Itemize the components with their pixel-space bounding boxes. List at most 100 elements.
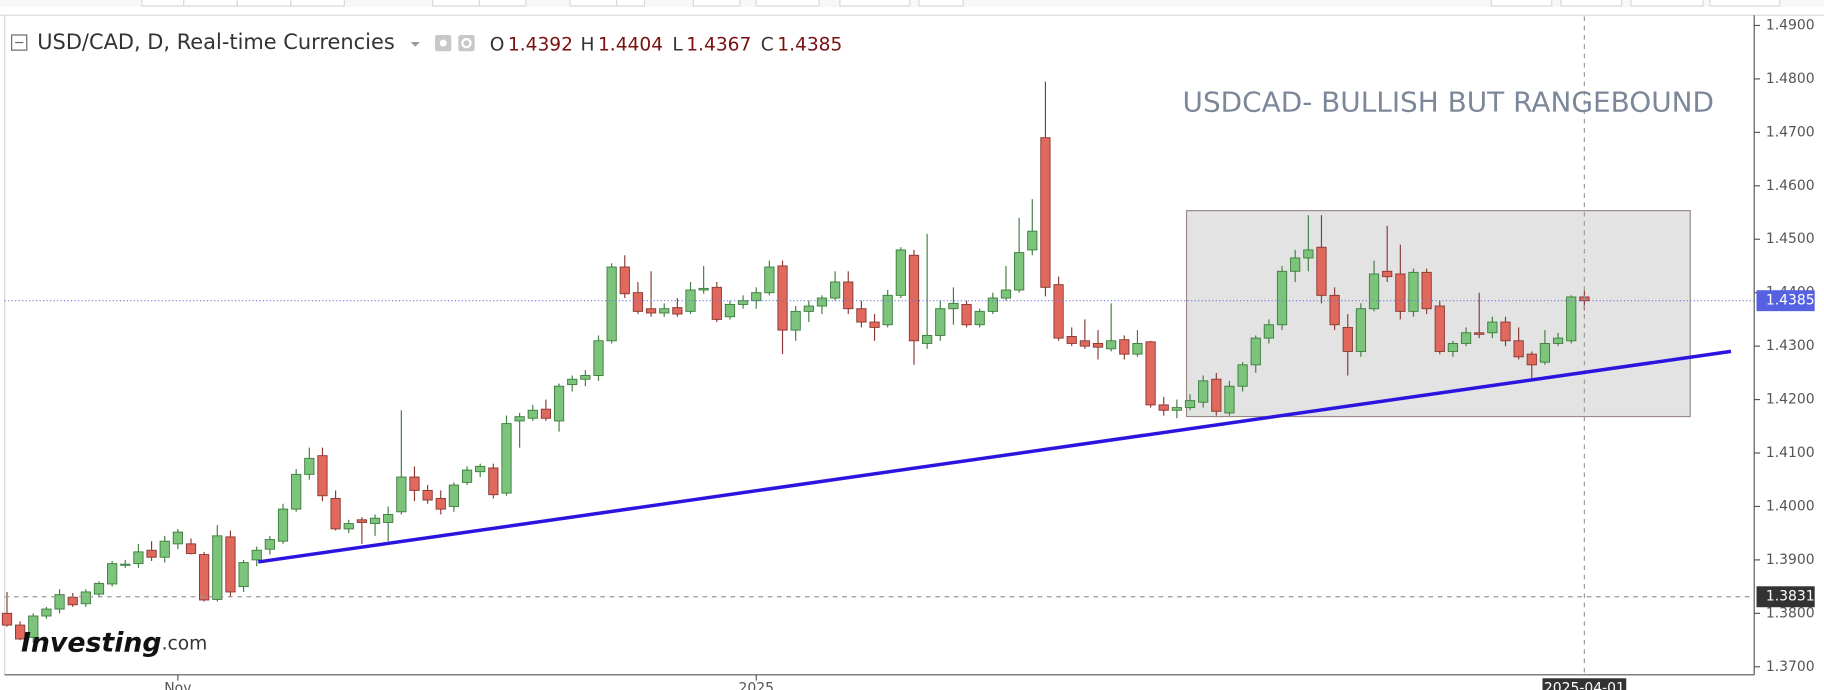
toolbar bbox=[0, 0, 1824, 8]
candle-body bbox=[1184, 400, 1196, 409]
toolbar-button[interactable] bbox=[236, 0, 292, 7]
candle-body bbox=[724, 303, 736, 318]
candle-body bbox=[501, 423, 512, 494]
candle-body bbox=[461, 469, 473, 483]
candle-body bbox=[790, 310, 801, 331]
legend-header: USD/CAD, D, Real-time Currencies O 1.4392… bbox=[11, 30, 843, 55]
ohlc-entry: C 1.4385 bbox=[761, 34, 843, 55]
candle-body bbox=[1382, 270, 1393, 278]
gear bbox=[461, 37, 472, 49]
candle-body bbox=[1316, 246, 1327, 296]
candle-body bbox=[277, 508, 289, 542]
candle-body bbox=[869, 321, 880, 328]
y-tick-label: 1.4200 bbox=[1766, 392, 1815, 408]
candle-body bbox=[645, 308, 657, 314]
toolbar-button[interactable] bbox=[141, 0, 185, 7]
candle-body bbox=[711, 286, 722, 320]
y-tick-label: 1.4500 bbox=[1766, 231, 1815, 247]
x-tick-label: Nov bbox=[164, 681, 191, 690]
candle-body bbox=[448, 484, 460, 507]
trend-line bbox=[257, 349, 1732, 564]
candle-body bbox=[1460, 332, 1472, 344]
candle-body bbox=[1145, 341, 1156, 406]
toolbar-button[interactable] bbox=[918, 0, 964, 7]
candle-body bbox=[93, 582, 105, 595]
candle-body bbox=[1040, 137, 1051, 288]
watermark: Investing.com bbox=[21, 627, 207, 658]
candle-body bbox=[737, 300, 749, 305]
candle-body bbox=[304, 457, 315, 475]
candle-body bbox=[15, 624, 26, 640]
toolbar-button[interactable] bbox=[839, 0, 911, 7]
candle-body bbox=[1526, 353, 1537, 366]
candle-body bbox=[659, 308, 670, 314]
dropdown-arrow[interactable] bbox=[410, 41, 420, 47]
candle-body bbox=[777, 265, 788, 331]
toolbar-button[interactable] bbox=[569, 0, 618, 7]
ohlc-value: 1.4404 bbox=[598, 34, 663, 55]
candle-body bbox=[882, 294, 893, 326]
candle-body bbox=[80, 591, 91, 605]
candle-body bbox=[856, 308, 867, 323]
ohlc-entry: L 1.4367 bbox=[672, 34, 751, 55]
candle-body bbox=[1171, 407, 1182, 411]
candle-body bbox=[987, 297, 998, 312]
y-tick-label: 1.3800 bbox=[1766, 605, 1815, 621]
toolbar-button[interactable] bbox=[478, 0, 527, 7]
candle-body bbox=[1027, 230, 1038, 251]
candle-body bbox=[488, 467, 499, 496]
toolbar-button[interactable] bbox=[692, 0, 741, 7]
candle-body bbox=[1487, 321, 1498, 334]
candle-body bbox=[1500, 321, 1511, 342]
y-tick-label: 1.4700 bbox=[1766, 124, 1815, 140]
candle-body bbox=[1224, 385, 1235, 414]
toolbar-button[interactable] bbox=[755, 0, 820, 7]
candle-body bbox=[843, 281, 854, 310]
candle-body bbox=[908, 254, 920, 342]
candle-body bbox=[829, 281, 841, 299]
candle-body bbox=[606, 266, 617, 342]
candle-body bbox=[291, 473, 302, 510]
candle-body bbox=[369, 517, 381, 525]
candle-body bbox=[672, 307, 683, 315]
ohlc-entry: H 1.4404 bbox=[580, 34, 663, 55]
candle-body bbox=[1539, 342, 1551, 363]
y-tick-label: 1.4900 bbox=[1766, 17, 1815, 33]
candle-body bbox=[1119, 339, 1130, 355]
candle-body bbox=[527, 409, 538, 419]
candle-body bbox=[922, 334, 933, 344]
toolbar-button[interactable] bbox=[432, 0, 480, 7]
toolbar-button[interactable] bbox=[290, 0, 345, 7]
settings-icon[interactable] bbox=[458, 34, 475, 52]
candle-body bbox=[54, 594, 65, 610]
candle-body bbox=[1211, 378, 1222, 412]
candle-body bbox=[435, 497, 446, 510]
candle-body bbox=[685, 289, 696, 312]
toolbar-bg bbox=[0, 0, 1824, 8]
toolbar-button[interactable] bbox=[615, 0, 646, 7]
candle-body bbox=[133, 551, 144, 565]
candle-body bbox=[172, 531, 183, 545]
toolbar-button[interactable] bbox=[1630, 0, 1704, 7]
candle-body bbox=[1066, 336, 1077, 344]
candle-body bbox=[1250, 337, 1261, 366]
candle-body bbox=[1106, 340, 1117, 350]
candle-body bbox=[803, 305, 814, 312]
candle-body bbox=[1237, 364, 1248, 387]
watermark-brand: Investing bbox=[21, 627, 162, 658]
crosshair-time-label: 2025-04-01 bbox=[1544, 681, 1625, 690]
toolbar-button[interactable] bbox=[1709, 0, 1781, 7]
candle-body bbox=[330, 497, 341, 530]
candle-body bbox=[1, 612, 13, 626]
candle-body bbox=[1290, 257, 1301, 272]
candle-body bbox=[816, 297, 828, 307]
toolbar-button[interactable] bbox=[1560, 0, 1623, 7]
candle-body bbox=[185, 543, 197, 554]
candle-body bbox=[1198, 380, 1209, 403]
candle-body bbox=[593, 340, 604, 376]
toolbar-button[interactable] bbox=[1490, 0, 1553, 7]
candle-body bbox=[698, 287, 709, 291]
toolbar-button[interactable] bbox=[183, 0, 238, 7]
candle-body bbox=[1079, 340, 1090, 347]
candle-body bbox=[1342, 326, 1353, 352]
